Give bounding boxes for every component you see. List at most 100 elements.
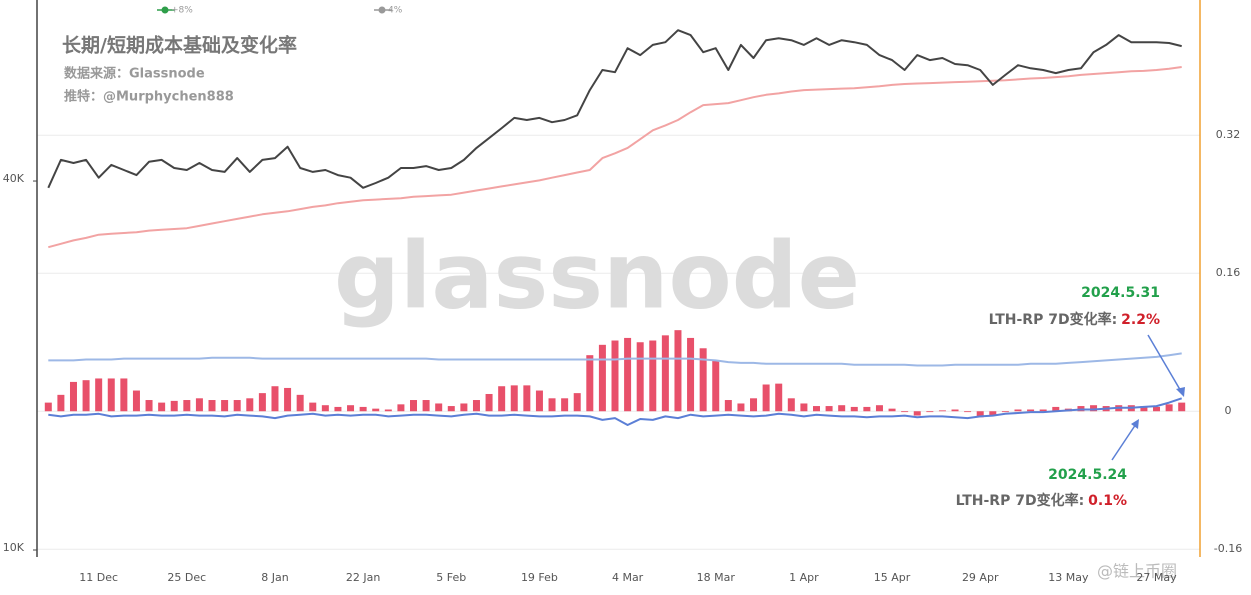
- bar: [258, 393, 266, 412]
- bar: [863, 406, 871, 412]
- subtitle: 数据来源：Glassnode: [64, 66, 205, 82]
- bar: [712, 360, 720, 412]
- bar: [586, 355, 594, 412]
- y-tick-label: 40K: [3, 172, 25, 185]
- arrow-head: [1176, 387, 1185, 397]
- bar: [674, 330, 682, 412]
- bar: [750, 398, 758, 412]
- x-tick-label: 5 Feb: [436, 571, 466, 584]
- annotation-date: 2024.5.24: [1048, 467, 1127, 483]
- bar: [472, 400, 480, 412]
- bar: [838, 405, 846, 412]
- annotation: LTH-RP 7D变化率: 0.1%: [956, 492, 1127, 509]
- bar: [1153, 406, 1161, 412]
- bar: [888, 408, 896, 412]
- bar: [208, 400, 216, 412]
- line: [48, 397, 1183, 426]
- bar: [875, 405, 883, 412]
- bar: [1178, 402, 1186, 412]
- bar: [107, 378, 115, 412]
- line: [48, 352, 1182, 367]
- bar: [1165, 404, 1173, 412]
- bar: [1027, 409, 1035, 412]
- bar: [649, 340, 657, 412]
- bar: [1001, 411, 1009, 413]
- bar: [812, 406, 820, 412]
- y2-tick-label: 0.32: [1216, 128, 1241, 141]
- bar: [976, 411, 984, 418]
- y-tick-label: 10K: [3, 541, 25, 554]
- bar: [435, 403, 443, 412]
- x-tick-label: 8 Jan: [261, 571, 288, 584]
- bar: [800, 403, 808, 412]
- bar: [548, 398, 556, 412]
- bar: [498, 386, 506, 412]
- chart-title: 长期/短期成本基础及变化率: [62, 34, 297, 57]
- annotation-label: LTH-RP 7D变化率:: [989, 311, 1118, 328]
- bar: [284, 387, 292, 412]
- bar: [95, 378, 103, 412]
- bar: [926, 411, 934, 413]
- bar: [561, 398, 569, 412]
- x-tick-label: 25 Dec: [167, 571, 206, 584]
- bar: [787, 398, 795, 412]
- bar: [624, 337, 632, 412]
- annotation: LTH-RP 7D变化率: 2.2%: [989, 311, 1160, 328]
- bar: [132, 390, 140, 412]
- bar: [347, 405, 355, 412]
- bar: [296, 394, 304, 412]
- legend-label: +8%: [171, 6, 193, 16]
- bar: [57, 394, 65, 412]
- x-tick-label: 11 Dec: [79, 571, 118, 584]
- bar: [762, 384, 770, 412]
- y2-tick-label: -0.16: [1214, 542, 1242, 555]
- bar: [334, 406, 342, 412]
- bar: [598, 344, 606, 412]
- x-tick-label: 27 May: [1136, 571, 1177, 584]
- x-tick-label: 15 Apr: [874, 571, 911, 584]
- bar: [850, 406, 858, 412]
- bar: [69, 381, 77, 412]
- bar: [158, 402, 166, 412]
- annotation-value: 2.2%: [1121, 312, 1160, 328]
- annotation-date: 2024.5.31: [1081, 285, 1160, 301]
- bar: [1090, 405, 1098, 412]
- bar: [170, 400, 178, 412]
- bar: [724, 400, 732, 412]
- x-tick-label: 4 Mar: [612, 571, 644, 584]
- annotation-arrow: [1111, 423, 1137, 461]
- bar: [447, 406, 455, 412]
- bar: [510, 385, 518, 412]
- bar: [397, 404, 405, 412]
- bar: [535, 390, 543, 412]
- bar: [901, 411, 909, 413]
- bar: [1052, 406, 1060, 412]
- x-tick-label: 1 Apr: [789, 571, 819, 584]
- bar: [195, 398, 203, 412]
- line: [47, 29, 1182, 189]
- bar: [636, 342, 644, 412]
- arrow-head: [1131, 419, 1139, 429]
- annotation-value: 0.1%: [1088, 493, 1127, 509]
- bar: [145, 400, 153, 412]
- bar: [687, 337, 695, 412]
- bar: [523, 385, 531, 412]
- x-tick-label: 19 Feb: [521, 571, 558, 584]
- legend-label: 4%: [388, 6, 403, 16]
- bar: [44, 402, 52, 412]
- bar: [221, 400, 229, 412]
- bar: [82, 380, 90, 412]
- bar: [825, 406, 833, 412]
- bar: [1140, 406, 1148, 412]
- bar: [737, 403, 745, 412]
- bar: [246, 398, 254, 412]
- bar: [1039, 409, 1047, 412]
- bar: [611, 340, 619, 412]
- bar: [271, 386, 279, 412]
- x-tick-label: 22 Jan: [346, 571, 380, 584]
- legend-marker: [161, 6, 169, 14]
- bar: [309, 402, 317, 412]
- y2-tick-label: 0.16: [1216, 266, 1241, 279]
- bar: [233, 400, 241, 412]
